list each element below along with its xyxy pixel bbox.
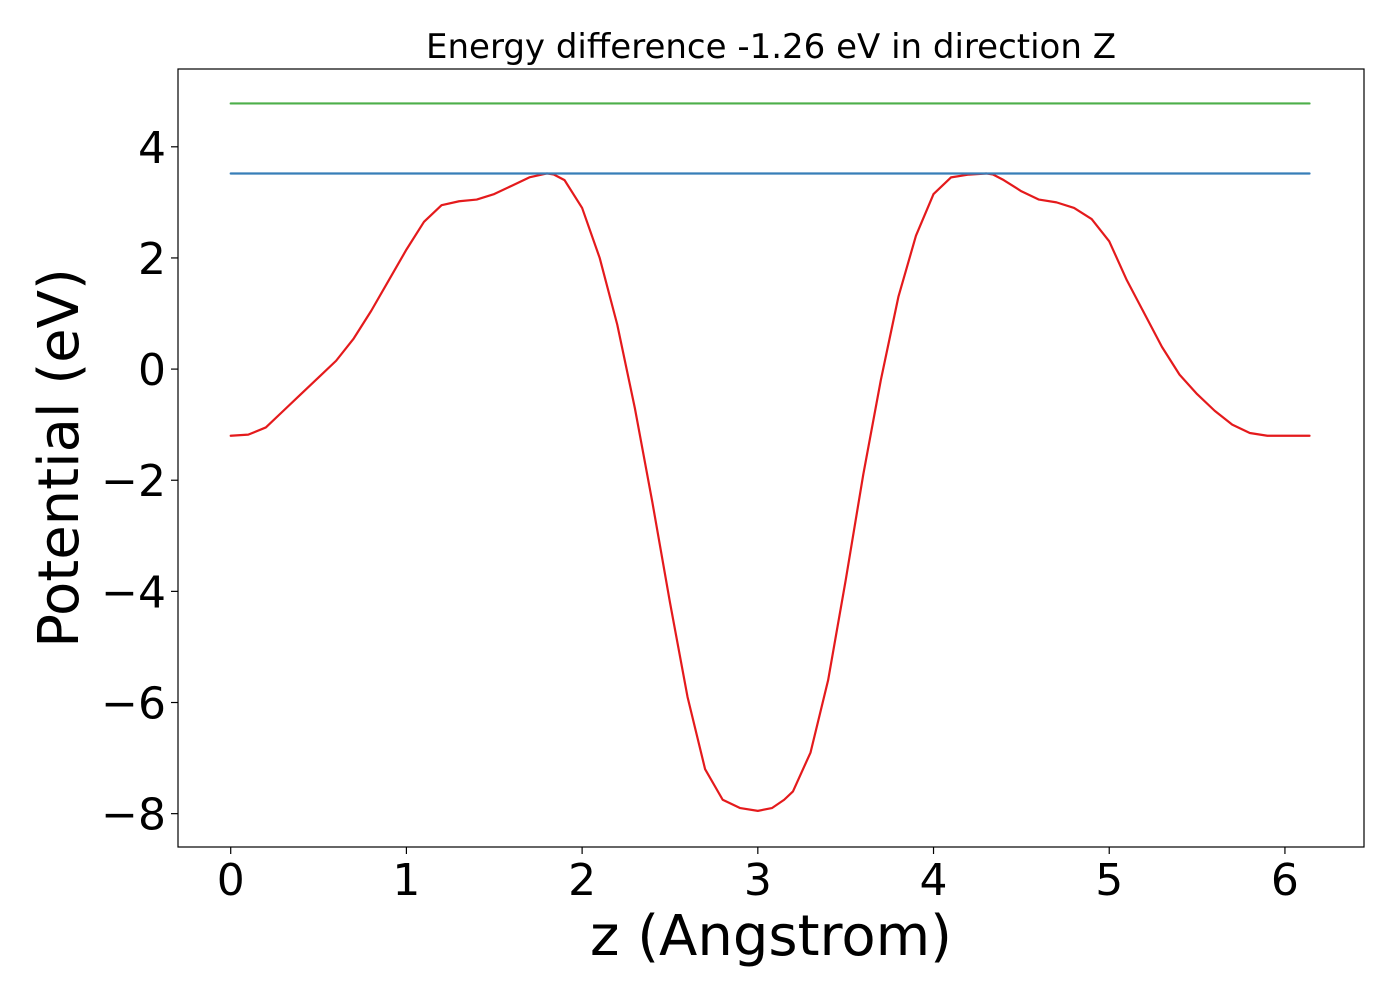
plot-frame [177, 68, 1365, 848]
y-tick-label: −8 [101, 790, 166, 841]
x-tick-label: 6 [1271, 855, 1299, 906]
y-tick-label: −2 [101, 456, 166, 507]
x-tick-label: 4 [920, 855, 948, 906]
y-tick-label: −4 [101, 567, 166, 618]
x-tick-label: 2 [568, 855, 596, 906]
series-line-1 [229, 172, 1311, 812]
x-tick-label: 5 [1095, 855, 1123, 906]
x-tick-label: 3 [744, 855, 772, 906]
y-axis: −8 −6 −4 −2 0 2 4 [101, 123, 178, 841]
chart-title: Energy difference -1.26 eV in direction … [426, 27, 1116, 67]
x-axis: 0 1 2 3 4 5 6 [217, 847, 1299, 906]
y-tick-label: 2 [138, 234, 166, 285]
y-tick-label: 0 [138, 345, 166, 396]
x-tick-label: 1 [392, 855, 420, 906]
x-tick-label: 0 [217, 855, 245, 906]
series-layer [229, 102, 1311, 812]
y-tick-label: −6 [101, 679, 166, 730]
x-axis-label: z (Angstrom) [590, 904, 952, 969]
y-axis-label: Potential (eV) [27, 268, 92, 648]
y-tick-label: 4 [138, 123, 166, 174]
